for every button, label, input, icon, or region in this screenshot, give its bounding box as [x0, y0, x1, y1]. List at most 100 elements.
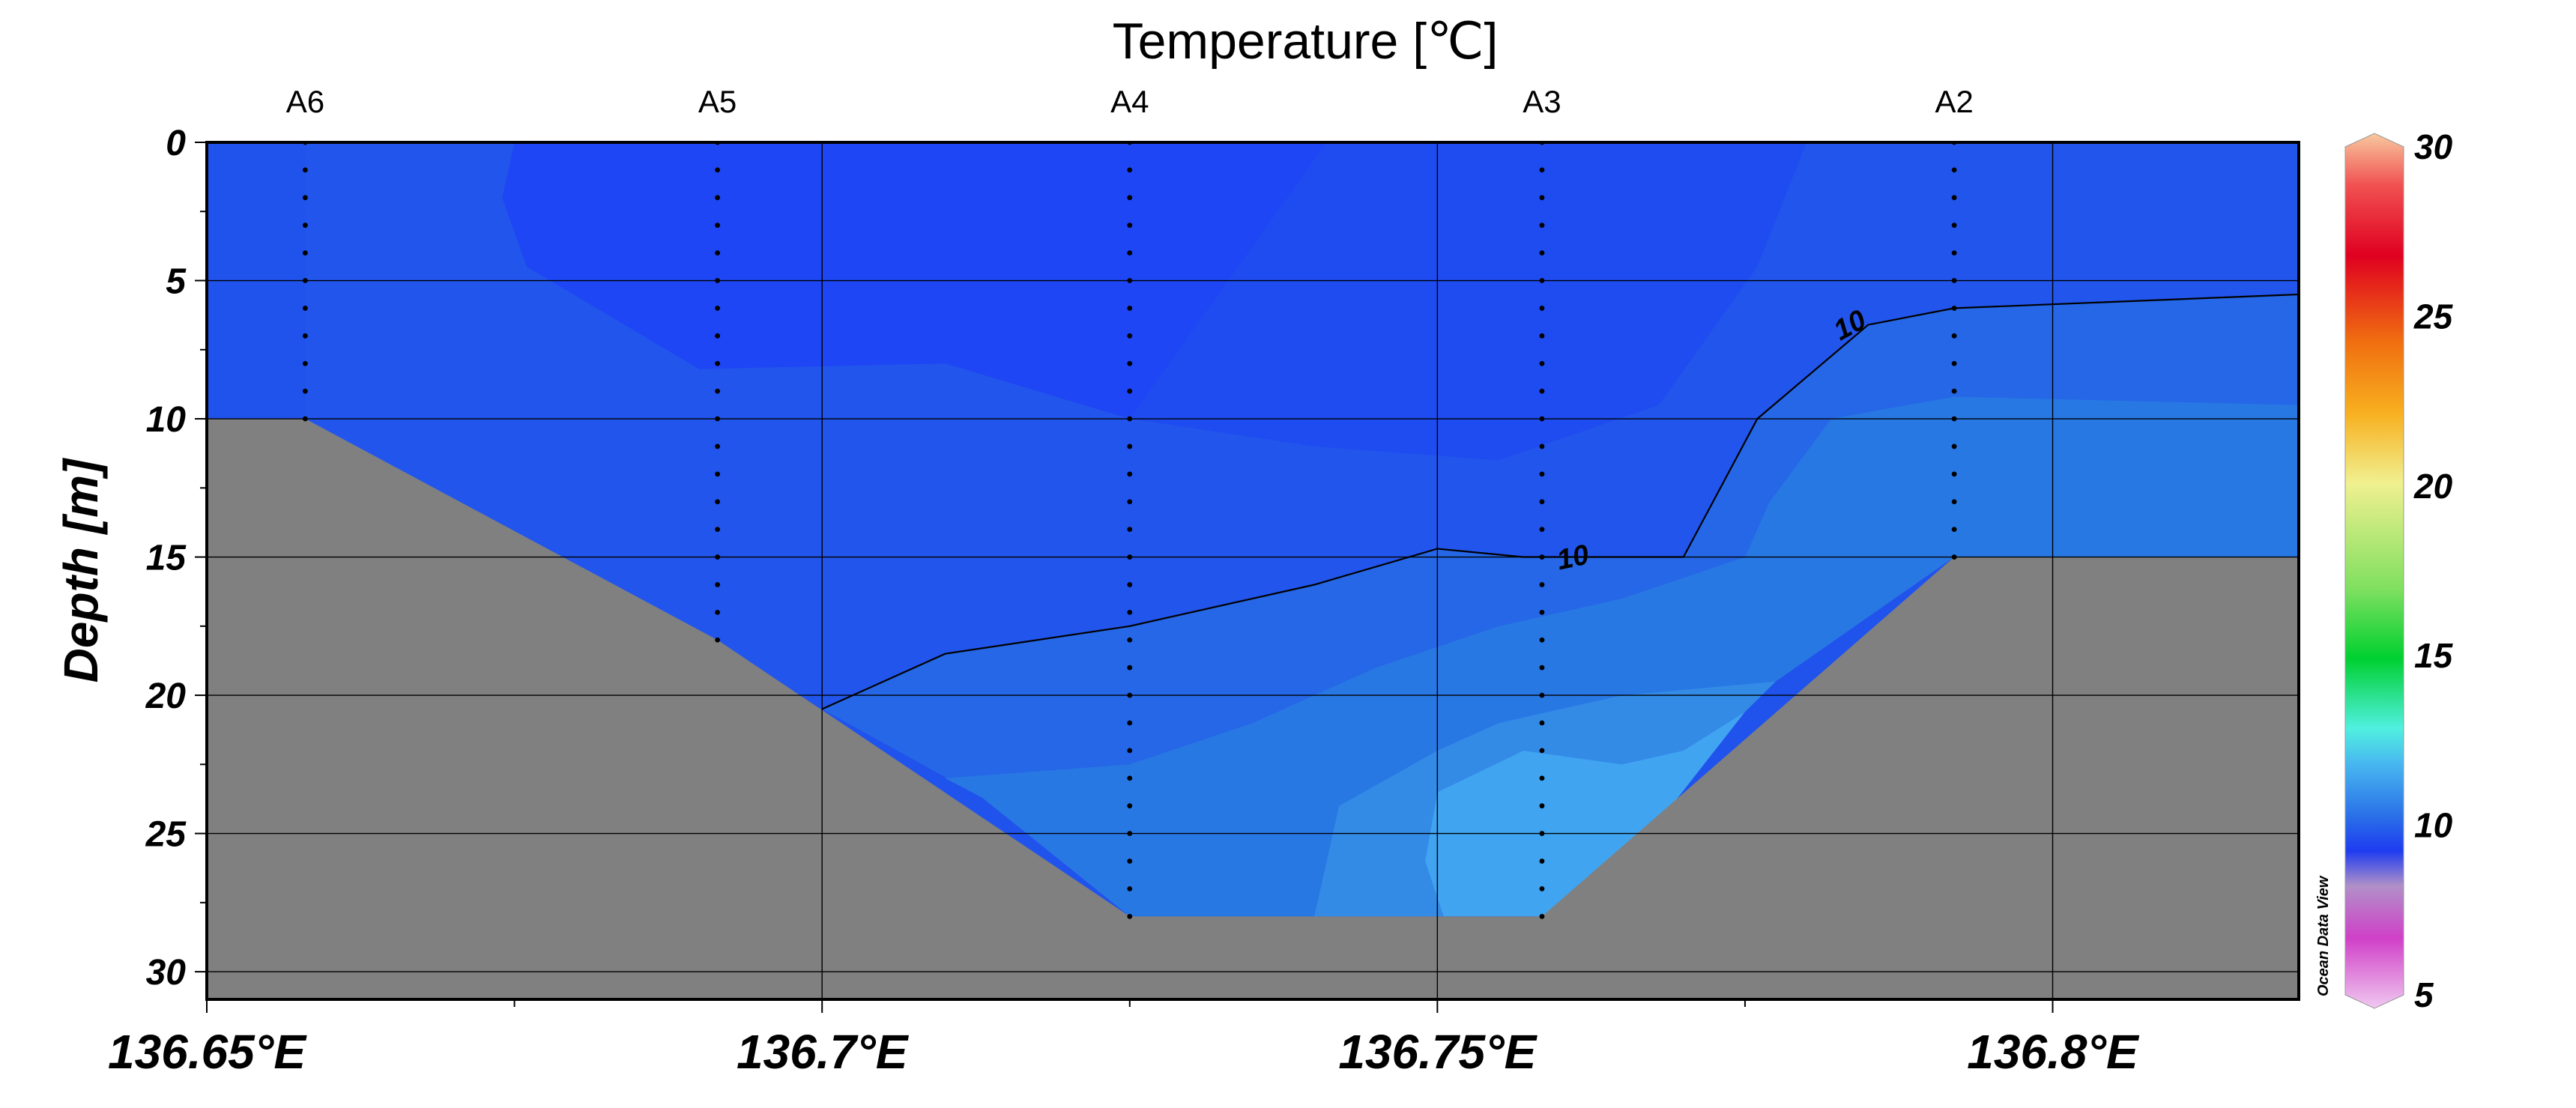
- chart-title: Temperature [℃]: [1113, 13, 1499, 70]
- sample-dot: [1539, 333, 1545, 339]
- sample-dot: [715, 222, 720, 228]
- sample-dot: [715, 360, 720, 366]
- colorbar: 5 10 15 20 25 30: [2344, 127, 2454, 1014]
- sample-dot: [1951, 333, 1957, 339]
- x-tick-label: 136.65°E: [108, 1025, 307, 1079]
- station-labels: A6 A5 A4 A3 A2: [286, 84, 1974, 119]
- y-tick-label: 30: [146, 953, 187, 993]
- sample-dot: [1539, 278, 1545, 283]
- colorbar-gradient: [2344, 133, 2404, 1009]
- station-label-a3: A3: [1523, 84, 1561, 119]
- sample-dot: [715, 471, 720, 477]
- sample-dot: [1539, 886, 1545, 891]
- sample-dot: [1951, 416, 1957, 422]
- y-axis-label: Depth [m]: [54, 457, 108, 682]
- y-tick-labels: 0 5 10 15 20 25 30: [145, 124, 187, 993]
- sample-dot: [715, 609, 720, 615]
- sample-dot: [715, 554, 720, 560]
- sample-dot: [715, 443, 720, 449]
- sample-dot: [302, 278, 308, 283]
- sample-dot: [1127, 720, 1133, 726]
- sample-dot: [1539, 748, 1545, 754]
- sample-dot: [1127, 527, 1133, 533]
- sample-dot: [1127, 831, 1133, 836]
- x-tick-label: 136.8°E: [1967, 1025, 2140, 1079]
- sample-dot: [1127, 609, 1133, 615]
- x-tick-label: 136.7°E: [737, 1025, 910, 1079]
- sample-dot: [1127, 278, 1133, 283]
- station-label-a4: A4: [1110, 84, 1149, 119]
- sample-dot: [1127, 360, 1133, 366]
- sample-dot: [1127, 222, 1133, 228]
- sample-dot: [1951, 471, 1957, 477]
- sample-dot: [1951, 306, 1957, 311]
- sample-dot: [1127, 554, 1133, 560]
- sample-dot: [302, 360, 308, 366]
- x-tick-labels: 136.65°E 136.7°E 136.75°E 136.8°E: [108, 1025, 2140, 1079]
- sample-dot: [302, 195, 308, 201]
- sample-dot: [715, 582, 720, 587]
- sample-dot: [1127, 195, 1133, 201]
- sample-dot: [1127, 333, 1133, 339]
- sample-dot: [1951, 499, 1957, 505]
- sample-dot: [715, 250, 720, 256]
- sample-dot: [302, 388, 308, 394]
- sample-dot: [1539, 609, 1545, 615]
- sample-dot: [1951, 250, 1957, 256]
- temperature-band-3: [822, 294, 2299, 798]
- sample-dot: [715, 306, 720, 311]
- sample-dot: [1539, 720, 1545, 726]
- sample-dot: [1539, 859, 1545, 864]
- sample-dot: [1127, 775, 1133, 781]
- sample-dot: [1539, 582, 1545, 587]
- grid-lines: [207, 142, 2299, 999]
- sample-dot: [1539, 913, 1545, 919]
- sample-dot: [715, 167, 720, 173]
- sample-dot: [1127, 388, 1133, 394]
- station-label-a5: A5: [698, 84, 737, 119]
- sample-dot: [1127, 913, 1133, 919]
- sample-dot: [302, 416, 308, 422]
- temperature-band-4: [945, 396, 2299, 917]
- sample-dot: [1127, 167, 1133, 173]
- y-tick-label: 0: [166, 124, 186, 163]
- sample-dot: [1127, 748, 1133, 754]
- sample-dot: [1951, 443, 1957, 449]
- temperature-band-6: [1424, 712, 1745, 917]
- sample-dot: [1127, 665, 1133, 670]
- sample-dot: [1951, 554, 1957, 560]
- sample-dot: [1127, 471, 1133, 477]
- sample-dot: [1539, 692, 1545, 698]
- y-tick-label: 10: [146, 400, 187, 440]
- axis-ticks: [195, 142, 2054, 1013]
- temperature-band-1: [1129, 142, 1807, 461]
- seafloor-land: [207, 419, 2299, 999]
- sample-dot: [302, 306, 308, 311]
- sample-dot: [715, 499, 720, 505]
- y-tick-label: 25: [145, 815, 187, 855]
- sample-dot: [1539, 167, 1545, 173]
- colorbar-tick-label: 30: [2414, 127, 2453, 166]
- sample-dot: [1539, 443, 1545, 449]
- sample-dot: [1539, 306, 1545, 311]
- sample-dot: [1127, 582, 1133, 587]
- sample-dot: [1127, 886, 1133, 891]
- sample-dot: [1127, 859, 1133, 864]
- y-tick-label: 20: [145, 676, 187, 716]
- sample-dot: [1127, 803, 1133, 809]
- colorbar-tick-label: 15: [2414, 636, 2454, 675]
- sample-dot: [715, 416, 720, 422]
- sample-dot: [1951, 388, 1957, 394]
- y-tick-label: 5: [166, 262, 187, 302]
- sample-dot: [715, 637, 720, 643]
- sample-dot: [1539, 527, 1545, 533]
- plot-frame: [205, 141, 2300, 1001]
- sample-dot: [302, 250, 308, 256]
- sample-dot: [715, 195, 720, 201]
- sample-dot: [1127, 499, 1133, 505]
- sample-dot: [1539, 471, 1545, 477]
- sample-dot: [1539, 222, 1545, 228]
- sample-dot: [1127, 416, 1133, 422]
- colorbar-tick-label: 10: [2414, 806, 2453, 845]
